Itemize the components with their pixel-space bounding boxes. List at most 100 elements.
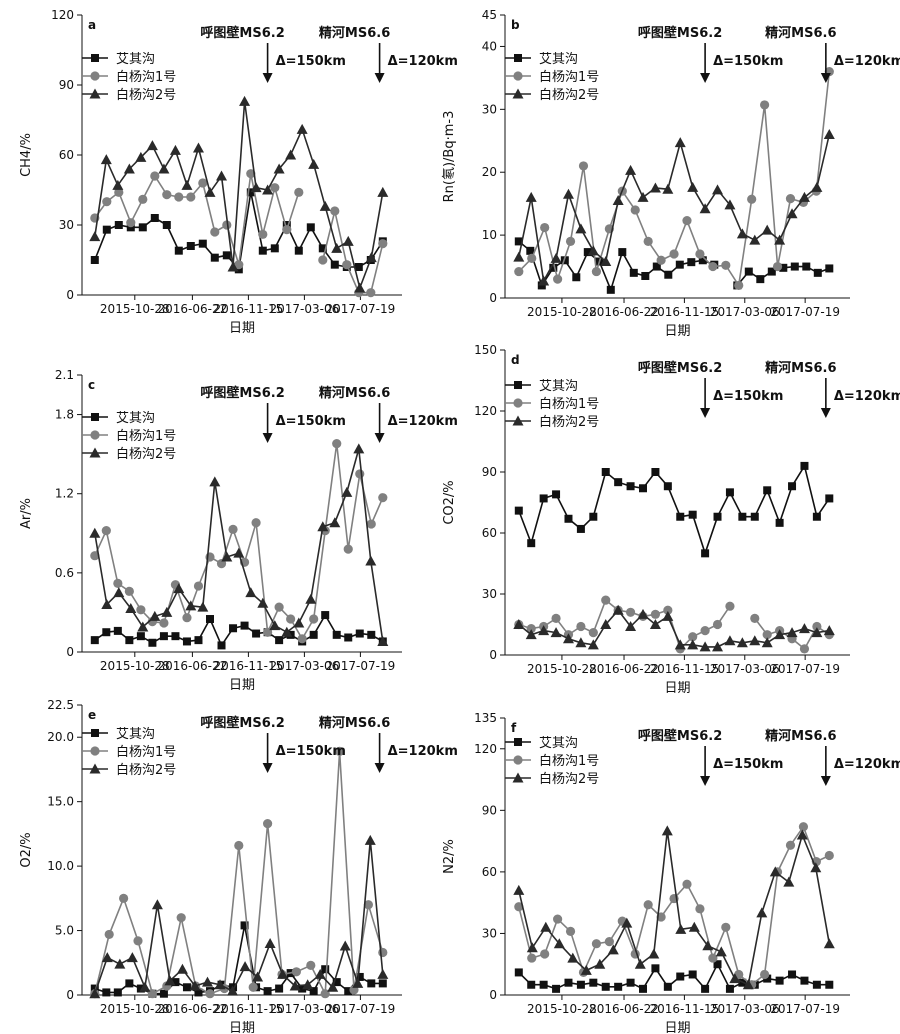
data-point (549, 263, 558, 272)
data-point (643, 900, 653, 910)
data-point (330, 260, 339, 269)
data-point (675, 260, 684, 269)
data-point (335, 746, 345, 756)
series-triangle (89, 834, 389, 999)
data-point (583, 248, 592, 257)
data-point (612, 604, 624, 615)
legend-marker (512, 772, 524, 783)
y-tick-label: 1.2 (55, 487, 74, 501)
data-point (786, 208, 798, 219)
data-point (182, 637, 191, 646)
data-point (252, 629, 261, 638)
data-point (318, 244, 327, 253)
data-point (565, 926, 576, 936)
data-point (151, 899, 163, 910)
data-point (174, 246, 183, 255)
jinghe-arrow-head (374, 433, 385, 443)
hutubi-annotation: 呼图壁MS6.2 Δ=150km (200, 715, 346, 773)
data-point (553, 274, 563, 284)
data-point (162, 190, 172, 200)
data-point (270, 244, 279, 253)
data-point (712, 184, 724, 195)
y-tick-label: 120 (474, 742, 497, 756)
legend-label: 白杨沟1号 (116, 69, 176, 85)
data-point (234, 840, 244, 851)
data-point (675, 923, 687, 934)
data-point (539, 494, 548, 503)
data-point (687, 181, 699, 192)
legend-marker (90, 746, 100, 756)
data-point (308, 158, 320, 169)
data-point (135, 151, 147, 162)
data-point (176, 913, 186, 923)
data-point (513, 619, 525, 629)
data-point (564, 978, 573, 987)
data-point (721, 922, 731, 932)
jinghe-annotation: 精河MS6.6 Δ=120km (319, 25, 458, 83)
series-triangle (513, 604, 835, 652)
data-point (198, 239, 207, 248)
x-tick-label: 2017-03-06 (270, 659, 340, 673)
data-point (125, 602, 137, 613)
data-point (682, 216, 692, 226)
data-point (365, 555, 377, 566)
legend-label: 艾其沟 (116, 411, 155, 426)
chart-svg-e: 0 5.0 10.0 15.0 20.0 22.5 2015-10-282016-06-22… (19, 698, 458, 1034)
data-point (286, 614, 296, 624)
hutubi-annotation: 呼图壁MS6.2 Δ=150km (638, 728, 783, 786)
data-point (101, 952, 113, 963)
data-point (649, 619, 661, 629)
data-point (263, 987, 272, 996)
data-point (192, 142, 204, 153)
data-point (514, 968, 523, 977)
y-tick-label: 150 (474, 343, 497, 357)
data-point (676, 512, 685, 521)
legend-marker (90, 71, 100, 81)
data-point (273, 163, 285, 174)
legend-label: 艾其沟 (116, 52, 155, 67)
data-point (695, 249, 705, 259)
y-axis-title: Rn(氡)/Bq·m-3 (441, 111, 457, 203)
data-point (688, 632, 698, 642)
data-point (201, 976, 213, 987)
data-point (302, 979, 314, 990)
data-point (630, 205, 640, 215)
x-axis-title: 日期 (664, 1021, 690, 1034)
data-point (173, 583, 185, 594)
data-point (377, 635, 389, 646)
data-point (210, 227, 220, 237)
data-point (258, 246, 267, 255)
data-point (162, 221, 171, 229)
chart-panel-b: 0 10 20 30 40 45 2015-10-28 2016-06-22 2016-11-1… (441, 0, 900, 360)
data-point (715, 946, 727, 957)
panel-letter: b (511, 18, 520, 32)
data-point (600, 256, 612, 267)
legend-marker (513, 398, 523, 408)
legend-label: 白杨沟2号 (539, 771, 599, 787)
data-point (811, 181, 823, 192)
x-tick-label: 2016-06-22 (589, 662, 659, 676)
data-point (327, 981, 339, 992)
data-point (102, 225, 111, 234)
data-point (724, 199, 736, 210)
hutubi-annotation: 呼图壁MS6.2 Δ=150km (638, 360, 783, 418)
data-point (270, 183, 280, 193)
data-point (138, 194, 148, 204)
data-point (588, 628, 598, 638)
data-point (526, 246, 535, 255)
data-point (551, 613, 561, 623)
data-point (240, 621, 249, 630)
data-point (366, 288, 376, 298)
data-point (101, 599, 113, 610)
series-line (518, 134, 831, 284)
data-point (578, 161, 589, 171)
x-tick-label: 2015-10-28 (100, 1002, 170, 1016)
data-point (639, 484, 647, 493)
data-point (700, 626, 710, 636)
x-tick-label: 2015-10-28 (100, 659, 170, 673)
y-tick-label: 2.1 (55, 368, 74, 382)
data-point (90, 636, 99, 645)
data-point (526, 623, 536, 634)
legend-marker (91, 54, 99, 62)
data-point (306, 223, 315, 232)
